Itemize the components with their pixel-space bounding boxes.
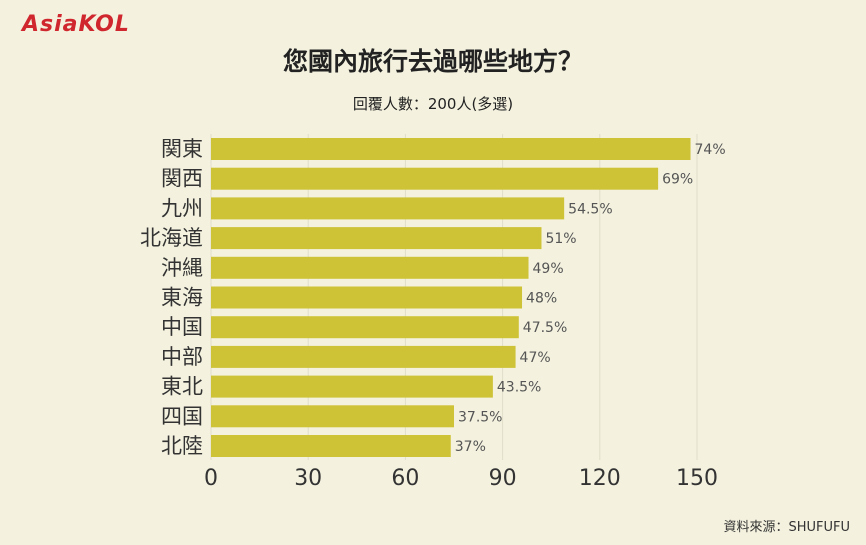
value-label: 37.5%	[458, 409, 502, 425]
value-label: 69%	[662, 172, 693, 188]
value-label: 43.5%	[497, 380, 541, 396]
bar	[211, 405, 454, 428]
category-label: 四国	[161, 404, 203, 428]
chart-subtitle: 回覆人數：200人(多選)	[352, 95, 514, 113]
bar	[211, 316, 519, 339]
value-label: 51%	[545, 231, 576, 247]
category-label: 北陸	[161, 434, 203, 458]
category-label: 東海	[161, 286, 203, 310]
value-label: 47.5%	[523, 320, 567, 336]
x-tick-label: 30	[294, 466, 322, 491]
category-label: 沖縄	[161, 256, 203, 280]
bar	[211, 286, 523, 309]
x-tick-label: 90	[489, 466, 517, 491]
value-label: 47%	[520, 350, 551, 366]
bar	[211, 227, 542, 250]
x-tick-label: 0	[204, 466, 218, 491]
value-label: 49%	[533, 261, 564, 277]
bar	[211, 375, 493, 398]
value-label: 54.5%	[568, 201, 612, 217]
bars	[211, 138, 691, 457]
asiakol-logo: AsiaKOL	[22, 12, 130, 37]
category-label: 北海道	[140, 226, 203, 250]
x-tick-label: 150	[676, 466, 718, 491]
value-labels: 74%69% 54.5% 51% 49% 48% 47.5% 47% 43.5% 37.5% 37…	[455, 142, 726, 455]
bar	[211, 435, 451, 457]
category-label: 中国	[161, 315, 203, 339]
category-label: 中部	[161, 345, 203, 369]
bar	[211, 345, 516, 368]
value-label: 37%	[455, 439, 486, 455]
bar	[211, 138, 691, 160]
bar	[211, 256, 529, 279]
category-label: 関西	[161, 167, 203, 191]
bar	[211, 167, 659, 190]
x-axis-ticks: 0 30 60 90 120 150	[204, 466, 718, 491]
category-label: 関東	[161, 137, 203, 161]
category-label: 九州	[161, 196, 203, 220]
chart-title: 您國內旅行去過哪些地方？	[282, 47, 583, 76]
bar	[211, 197, 565, 220]
x-tick-label: 120	[579, 466, 621, 491]
value-label: 74%	[695, 142, 726, 158]
category-label: 東北	[161, 375, 203, 399]
x-tick-label: 60	[391, 466, 419, 491]
value-label: 48%	[526, 291, 557, 307]
source-note: 資料來源：SHUFUFU	[723, 520, 850, 535]
